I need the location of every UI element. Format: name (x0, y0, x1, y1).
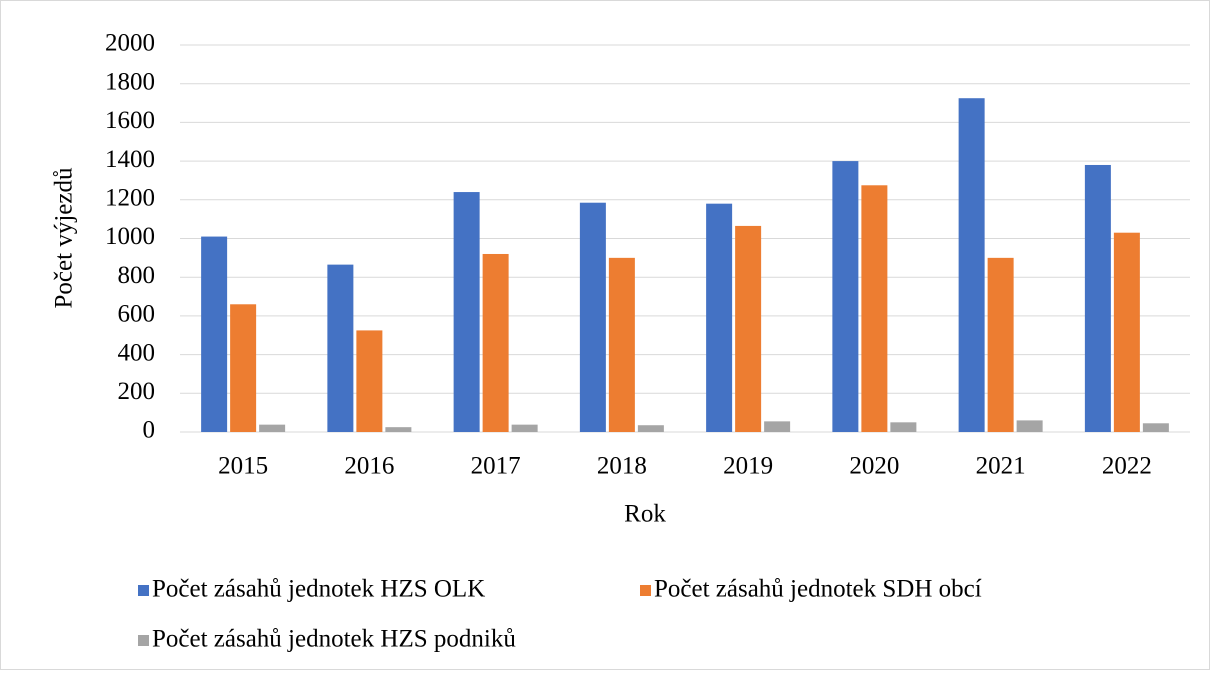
bar (764, 421, 791, 432)
y-tick-label: 0 (143, 417, 156, 444)
y-tick-label: 1600 (105, 107, 155, 134)
bar (958, 98, 985, 433)
y-axis-label: Počet výjezdů (51, 167, 78, 308)
legend-label: Počet zásahů jednotek SDH obcí (654, 576, 982, 603)
x-tick-label: 2016 (344, 453, 394, 480)
bar (890, 422, 917, 432)
y-tick-label: 1800 (105, 68, 155, 95)
x-tick-label: 2022 (1102, 453, 1152, 480)
bar (259, 424, 286, 432)
bar (608, 257, 635, 432)
bar (1084, 164, 1111, 432)
bar (1142, 423, 1169, 432)
legend-label: Počet zásahů jednotek HZS podniků (152, 626, 516, 653)
y-tick-label: 1000 (105, 223, 155, 250)
bar (511, 424, 538, 432)
bar (453, 192, 480, 432)
x-tick-label: 2020 (849, 453, 899, 480)
bar (1113, 232, 1140, 432)
bar (385, 427, 412, 432)
y-tick-label: 400 (118, 339, 156, 366)
x-tick-label: 2017 (471, 453, 521, 480)
bar (706, 203, 733, 432)
x-tick-label: 2021 (976, 453, 1026, 480)
bar (327, 264, 354, 432)
bar (201, 236, 228, 432)
legend-swatch (138, 585, 149, 596)
bar (1016, 420, 1043, 432)
y-tick-label: 2000 (105, 30, 155, 57)
y-tick-label: 200 (118, 378, 156, 405)
bar (735, 225, 762, 432)
bar (579, 202, 606, 432)
bar (230, 304, 257, 432)
legend-swatch (640, 585, 651, 596)
legend-swatch (138, 635, 149, 646)
bar (356, 330, 383, 432)
legend-label: Počet zásahů jednotek HZS OLK (152, 576, 485, 603)
x-axis-label: Rok (624, 501, 666, 528)
bar (987, 257, 1014, 432)
bar (482, 253, 509, 432)
x-tick-label: 2019 (723, 453, 773, 480)
y-tick-label: 1400 (105, 146, 155, 173)
bar (637, 425, 664, 432)
x-tick-label: 2015 (218, 453, 268, 480)
bar (861, 185, 888, 432)
y-tick-label: 1200 (105, 185, 155, 212)
y-tick-label: 800 (118, 262, 156, 289)
x-tick-label: 2018 (597, 453, 647, 480)
y-tick-label: 600 (118, 301, 156, 328)
bar (832, 161, 859, 432)
